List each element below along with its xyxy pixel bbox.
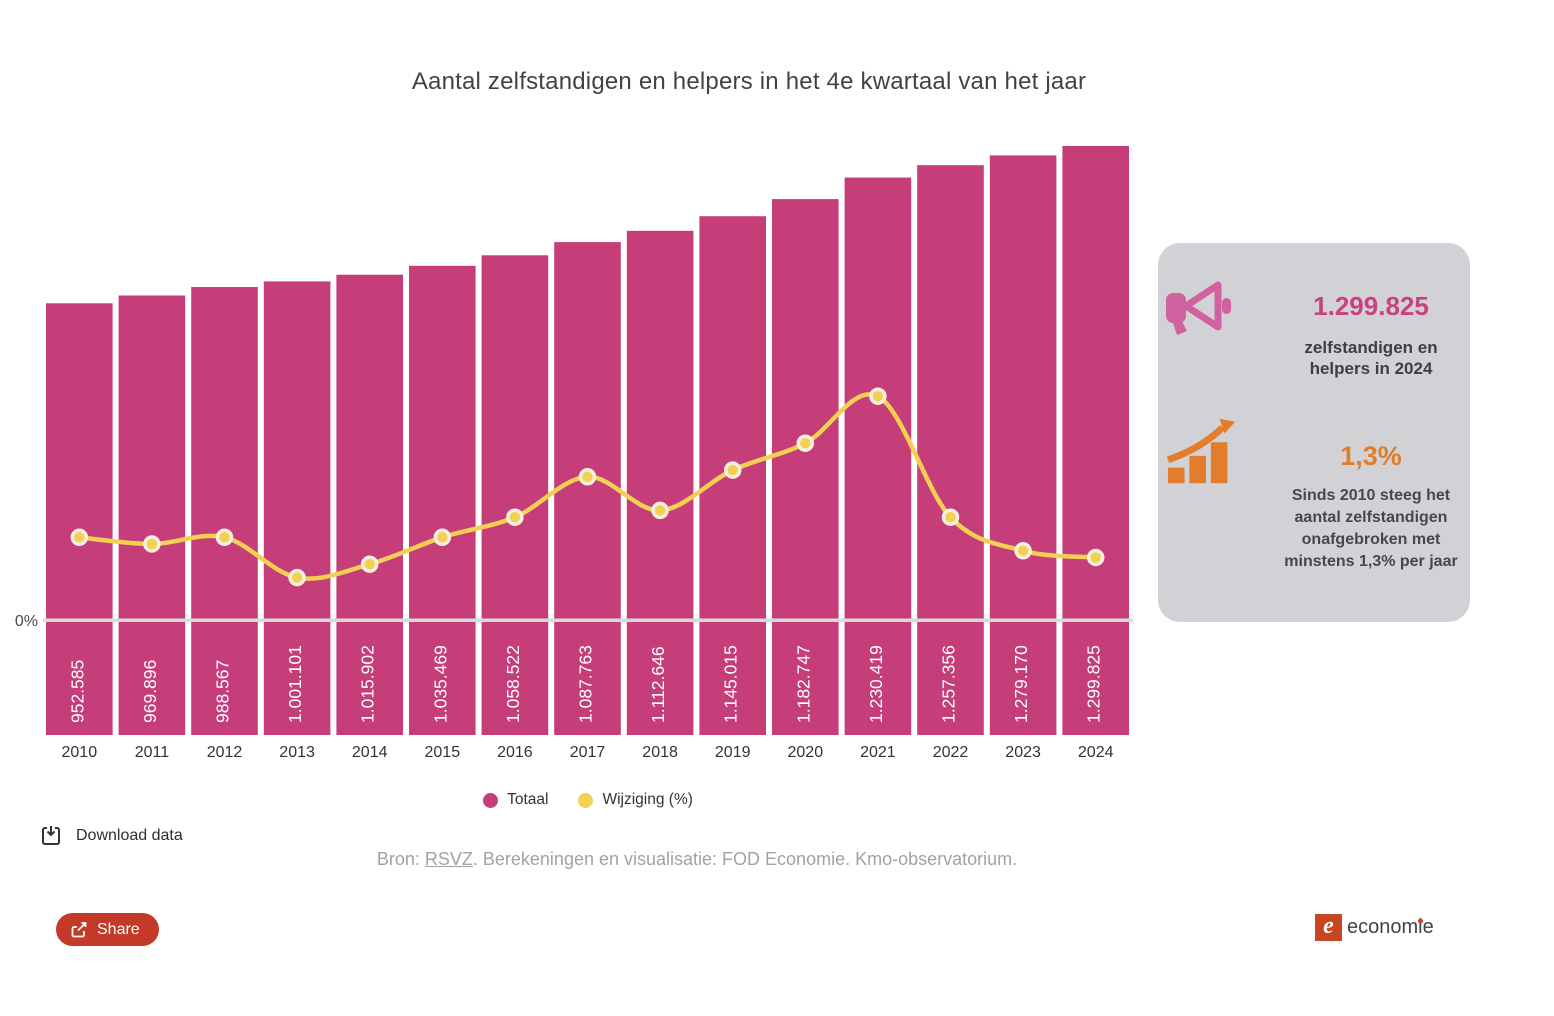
- wijziging-point-2022[interactable]: [941, 508, 960, 526]
- wijziging-point-2014[interactable]: [360, 555, 379, 573]
- wijziging-point-2013[interactable]: [288, 568, 306, 587]
- bar-2018[interactable]: [626, 230, 694, 736]
- bar-2013[interactable]: [263, 281, 331, 735]
- economie-logo-text: econom i e: [1347, 916, 1434, 939]
- legend-dot-totaal: [483, 792, 499, 808]
- stat-growth-pct: 1,3%: [1340, 441, 1402, 471]
- logo-e-glyph: e: [1323, 913, 1334, 939]
- wijziging-point-2016[interactable]: [506, 508, 524, 526]
- wijziging-point-2024[interactable]: [1086, 548, 1105, 567]
- bar-2020[interactable]: [772, 199, 839, 736]
- bar-value-2020: 1.182.747: [793, 645, 813, 723]
- download-label: Download data: [76, 827, 183, 844]
- x-tick-2013: 2013: [279, 744, 315, 761]
- bar-2015[interactable]: [409, 265, 476, 735]
- bar-2011[interactable]: [118, 295, 186, 736]
- wijziging-point-2011[interactable]: [143, 535, 161, 553]
- share-icon: [71, 921, 87, 937]
- highlight-panel: 1.299.825 zelfstandigen en helpers in 20…: [1158, 243, 1470, 622]
- x-tick-2010: 2010: [62, 744, 98, 761]
- wijziging-point-2019[interactable]: [723, 461, 742, 479]
- wijziging-point-2021[interactable]: [869, 387, 887, 405]
- legend-label-totaal: Totaal: [507, 791, 549, 808]
- share-button[interactable]: Share: [56, 913, 159, 946]
- x-tick-2014: 2014: [352, 744, 388, 761]
- stat-growth-label: Sinds 2010 steeg het aantal zelfstandige…: [1284, 487, 1458, 570]
- bar-value-2018: 1.112.646: [648, 646, 668, 723]
- x-tick-2021: 2021: [860, 744, 896, 761]
- wijziging-point-2023[interactable]: [1014, 542, 1032, 560]
- source-prefix: Bron:: [376, 849, 425, 869]
- bar-value-2023: 1.279.170: [1011, 645, 1031, 723]
- legend-dot-wijziging: [578, 792, 594, 808]
- logo-text-3: e: [1422, 916, 1434, 938]
- zero-line: [43, 618, 1133, 622]
- wijziging-point-2010[interactable]: [70, 528, 89, 547]
- bar-value-2015: 1.035.469: [430, 645, 450, 723]
- bar-2021[interactable]: [844, 177, 912, 736]
- x-tick-2015: 2015: [425, 744, 461, 761]
- bar-value-2021: 1.230.419: [866, 645, 886, 723]
- download-icon: [42, 826, 60, 845]
- legend-item-totaal[interactable]: Totaal: [483, 791, 548, 809]
- bar-value-2011: 969.896: [140, 660, 160, 723]
- bar-2014[interactable]: [336, 274, 403, 735]
- economie-logo[interactable]: e econom i e: [1315, 914, 1434, 941]
- share-label: Share: [97, 920, 140, 938]
- x-tick-2017: 2017: [570, 744, 606, 761]
- bar-2017[interactable]: [554, 242, 621, 735]
- growth-chart-icon: [1166, 418, 1236, 484]
- wijziging-point-2015[interactable]: [433, 528, 452, 547]
- logo-text-i: i: [1418, 916, 1424, 938]
- bar-value-2013: 1.001.101: [285, 645, 305, 723]
- x-tick-2024: 2024: [1078, 744, 1114, 761]
- legend-item-wijziging[interactable]: Wijziging (%): [578, 791, 693, 809]
- source-line: Bron: RSVZ. Berekeningen en visualisatie…: [0, 849, 1394, 870]
- bar-value-2022: 1.257.356: [939, 645, 959, 723]
- source-suffix: . Berekeningen en visualisatie: FOD Econ…: [472, 849, 1018, 869]
- x-tick-2020: 2020: [788, 744, 824, 761]
- chart-title: Aantal zelfstandigen en helpers in het 4…: [411, 68, 1087, 95]
- bar-2024[interactable]: [1062, 146, 1129, 735]
- x-tick-2023: 2023: [1005, 744, 1041, 761]
- bar-2023[interactable]: [989, 155, 1057, 735]
- logo-text-1: econom: [1347, 916, 1419, 938]
- x-tick-2019: 2019: [715, 744, 751, 761]
- bar-value-2024: 1.299.825: [1084, 645, 1104, 723]
- wijziging-point-2017[interactable]: [578, 468, 597, 486]
- x-tick-2012: 2012: [207, 744, 243, 761]
- legend-label-wijziging: Wijziging (%): [602, 791, 693, 808]
- bar-2016[interactable]: [481, 255, 549, 736]
- bar-value-2019: 1.145.015: [721, 645, 741, 723]
- wijziging-point-2012[interactable]: [215, 528, 234, 547]
- zero-tick-label: 0%: [15, 613, 38, 630]
- bar-value-2016: 1.058.522: [503, 645, 523, 723]
- wijziging-point-2020[interactable]: [796, 434, 815, 452]
- wijziging-line: [77, 392, 1098, 581]
- bar-value-2017: 1.087.763: [576, 645, 596, 723]
- x-tick-2016: 2016: [497, 744, 533, 761]
- download-data-button[interactable]: Download data: [40, 825, 183, 847]
- bar-2022[interactable]: [917, 165, 984, 735]
- x-tick-2022: 2022: [933, 744, 969, 761]
- source-link-rsvz[interactable]: RSVZ: [424, 849, 473, 869]
- bar-value-2012: 988.567: [213, 660, 233, 723]
- chart-canvas: 952.585 2010 969.896 2011 988.567 2012 1.001.1…: [15, 146, 1133, 761]
- x-tick-2018: 2018: [642, 744, 678, 761]
- economie-logo-icon: e: [1315, 914, 1342, 941]
- legend: Totaal Wijziging (%): [0, 791, 1176, 809]
- bar-value-2014: 1.015.902: [358, 645, 378, 723]
- bar-2010[interactable]: [46, 303, 113, 735]
- megaphone-icon: [1166, 281, 1231, 335]
- stat-total-2024: 1.299.825: [1313, 291, 1429, 321]
- bar-2012[interactable]: [191, 287, 258, 735]
- wijziging-point-2018[interactable]: [651, 501, 669, 520]
- x-tick-2011: 2011: [135, 744, 170, 761]
- stat-total-2024-label: zelfstandigen en helpers in 2024: [1304, 338, 1438, 378]
- bar-value-2010: 952.585: [67, 660, 87, 723]
